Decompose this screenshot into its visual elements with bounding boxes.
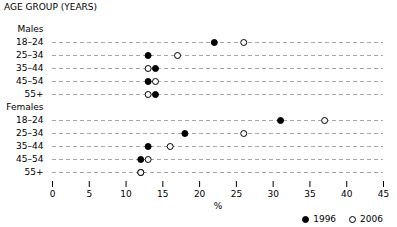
svg-text:25–34: 25–34 bbox=[16, 50, 44, 60]
html-text:2006: 2006 bbox=[360, 214, 383, 224]
svg-text:35: 35 bbox=[304, 189, 315, 199]
svg-text:10: 10 bbox=[120, 189, 132, 199]
svg-text:25–34: 25–34 bbox=[16, 128, 44, 138]
html-text:1996: 1996 bbox=[313, 214, 337, 224]
svg-text:5: 5 bbox=[86, 189, 92, 199]
svg-text:20: 20 bbox=[194, 189, 206, 199]
svg-text:45: 45 bbox=[378, 189, 389, 199]
svg-text:18–24: 18–24 bbox=[16, 37, 44, 47]
svg-text:%: % bbox=[214, 201, 223, 211]
svg-text:25: 25 bbox=[231, 189, 242, 199]
svg-text:35–44: 35–44 bbox=[16, 63, 44, 73]
svg-text:55+: 55+ bbox=[25, 89, 44, 99]
svg-text:30: 30 bbox=[267, 189, 279, 199]
svg-text:18–24: 18–24 bbox=[16, 115, 44, 125]
svg-text:35–44: 35–44 bbox=[16, 141, 44, 151]
svg-text:55+: 55+ bbox=[25, 167, 44, 177]
svg-text:Males: Males bbox=[17, 24, 43, 34]
svg-text:0: 0 bbox=[50, 189, 56, 199]
svg-text:45–54: 45–54 bbox=[16, 154, 44, 164]
svg-text:45–54: 45–54 bbox=[16, 76, 44, 86]
svg-text:15: 15 bbox=[157, 189, 168, 199]
html-text:AGE GROUP (YEARS): AGE GROUP (YEARS) bbox=[4, 2, 97, 12]
svg-text:40: 40 bbox=[341, 189, 353, 199]
svg-text:Females: Females bbox=[6, 102, 44, 112]
